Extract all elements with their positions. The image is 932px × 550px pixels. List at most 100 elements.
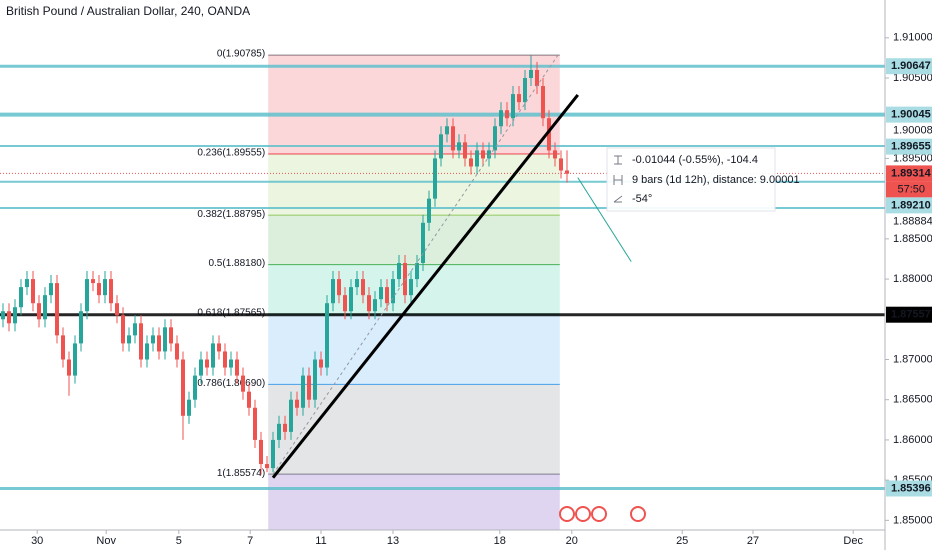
price-label-bg: [886, 197, 932, 214]
candle-body: [385, 287, 389, 304]
x-tick-label: 25: [676, 535, 688, 547]
candle-body: [109, 279, 113, 304]
plot-area: 0(1.90785) 0.236(1.89555) 0.382(1.88795) 0.…: [0, 49, 885, 530]
candle-body: [367, 295, 371, 312]
price-label: 1.88884: [893, 215, 932, 227]
price-label-bg: [886, 306, 932, 323]
candle-body: [103, 279, 107, 296]
trend-line: [271, 93, 579, 479]
y-tick-label: 1.88500: [893, 233, 932, 245]
y-tick-label: 1.87000: [893, 353, 932, 365]
candle-body: [343, 295, 347, 312]
countdown: 57:50: [897, 183, 925, 195]
candle-body: [229, 359, 233, 368]
x-tick-label: 20: [566, 535, 578, 547]
candle-body: [61, 335, 65, 360]
candle-body: [139, 323, 143, 360]
countdown-bg: [886, 181, 932, 198]
chart-title: British Pound / Australian Dollar, 240, …: [6, 4, 250, 18]
candle-body: [91, 279, 95, 284]
y-tick-label: 1.91000: [893, 32, 932, 44]
measure-box: -0.01044 (-0.55%), -104.4 9 bars (1d 12h…: [606, 147, 800, 212]
fib-extension: [268, 474, 560, 530]
price-label: 1.89210: [891, 199, 931, 211]
event-icons: [559, 506, 646, 522]
price-label: 1.89655: [891, 141, 931, 153]
fib-band: [268, 264, 560, 315]
candle-body: [493, 126, 497, 151]
candle-body: [235, 359, 239, 376]
candle-body: [175, 343, 179, 360]
candle-body: [355, 279, 359, 288]
x-tick-label: 13: [387, 535, 399, 547]
candle-body: [511, 94, 515, 119]
candle-body: [325, 303, 329, 368]
candle-body: [271, 439, 275, 469]
x-tick-label: 5: [176, 535, 182, 547]
candle-body: [97, 283, 101, 296]
candle-body: [127, 335, 131, 344]
fib-band: [268, 215, 560, 265]
candle-body: [469, 158, 473, 167]
candle-body: [247, 391, 251, 408]
candle-body: [85, 279, 89, 312]
price-label-bg: [886, 58, 932, 75]
candle-body: [301, 375, 305, 408]
candle-body: [523, 78, 527, 103]
candle-body: [265, 464, 269, 469]
candle-body: [541, 86, 545, 119]
y-tick-label: 1.90500: [893, 72, 932, 84]
candle-body: [217, 343, 221, 352]
candle-body: [223, 351, 227, 368]
candle-body: [349, 287, 353, 312]
y-tick-label: 1.88000: [893, 273, 932, 285]
candle-body: [1, 311, 5, 320]
candle-body: [427, 198, 431, 223]
candle-body: [397, 262, 401, 280]
candle-body: [241, 375, 245, 392]
trend-line: [577, 177, 632, 262]
candle-body: [283, 423, 287, 432]
fib-band: [268, 314, 560, 385]
x-tick-label: 18: [494, 535, 506, 547]
x-tick-label: Nov: [96, 535, 116, 547]
candle-body: [43, 295, 47, 320]
price-label-bg: [886, 138, 932, 155]
price-label: 1.90045: [891, 109, 931, 121]
candle-body: [559, 158, 563, 171]
fib-band: [268, 55, 560, 155]
candle-body: [487, 150, 491, 159]
candle-body: [115, 303, 119, 316]
candle-body: [535, 69, 539, 87]
candle-body: [547, 118, 551, 151]
candle-body: [277, 423, 281, 440]
price-label-bg: [886, 480, 932, 497]
x-tick-label: 11: [315, 535, 326, 547]
candle-body: [361, 279, 365, 296]
x-tick-label: Dec: [843, 535, 863, 547]
candle-body: [565, 170, 569, 174]
fib-label: 0.236(1.89555): [197, 148, 265, 159]
price-label: 1.89314: [891, 167, 932, 179]
x-tick-label: 27: [747, 535, 759, 547]
price-label-bg: [886, 106, 932, 123]
candle-body: [163, 327, 167, 352]
candle-body: [457, 142, 461, 151]
candle-body: [151, 335, 155, 344]
price-label: 1.90647: [891, 60, 931, 72]
candle-body: [439, 134, 443, 159]
x-tick-label: 7: [247, 535, 253, 547]
candle-body: [133, 323, 137, 336]
candle-body: [481, 150, 485, 159]
candle-body: [169, 327, 173, 344]
candle-body: [205, 359, 209, 368]
trend-line: [272, 54, 559, 475]
candle-body: [259, 439, 263, 465]
candle-body: [373, 299, 377, 312]
fib-label: 0.786(1.86690): [197, 378, 265, 389]
candle-body: [319, 359, 323, 368]
candle-body: [73, 343, 77, 376]
candle-body: [295, 399, 299, 408]
measure-text: 9 bars (1d 12h), distance: 9.00001: [632, 174, 800, 186]
